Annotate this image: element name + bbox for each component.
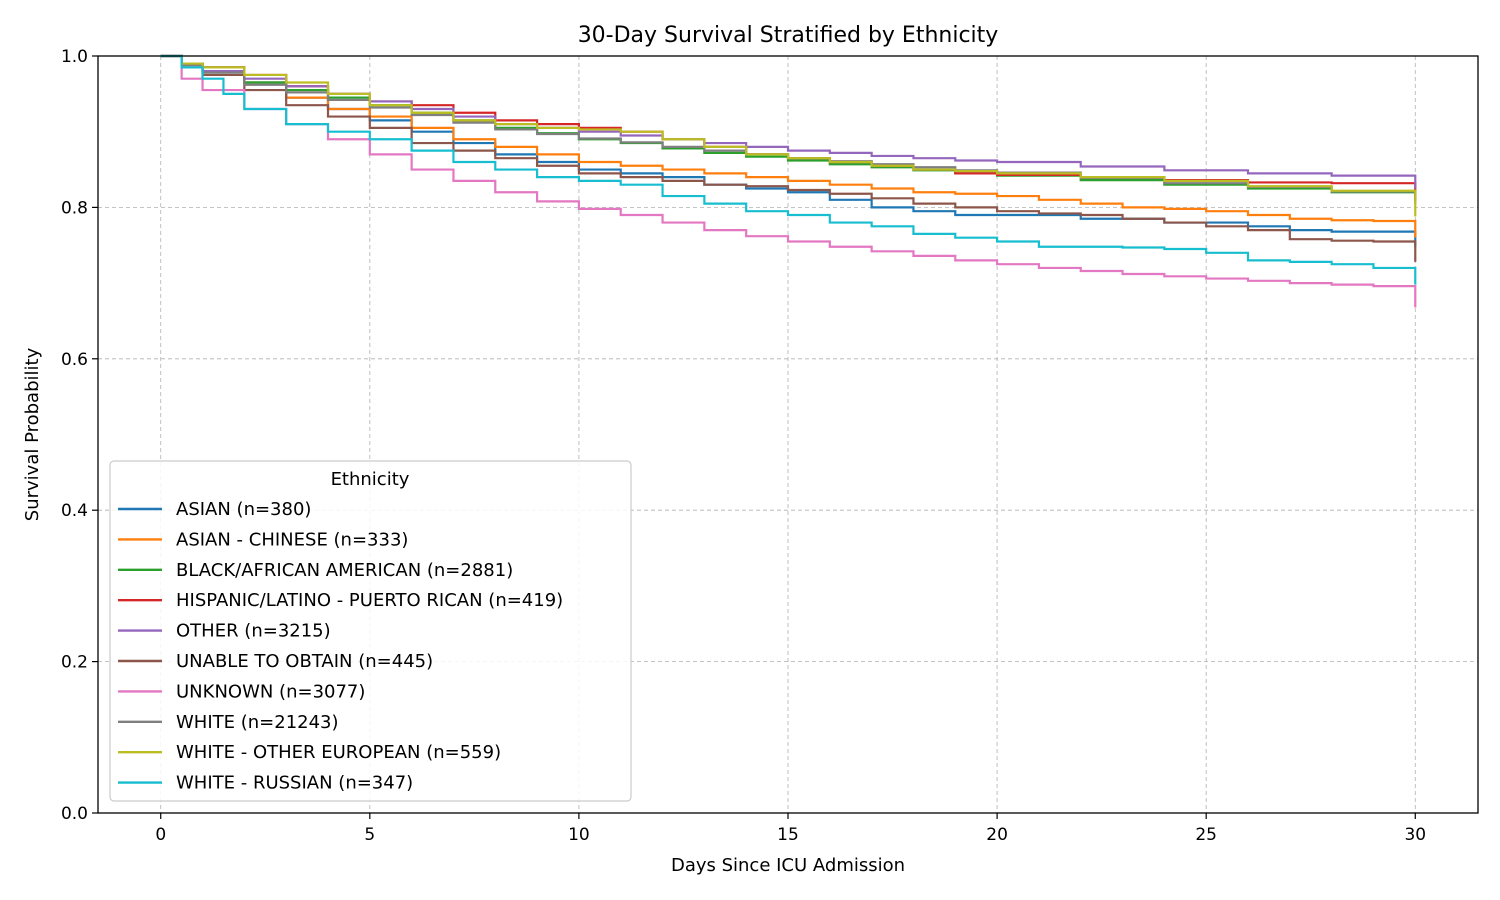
- y-tick-label: 1.0: [61, 47, 88, 67]
- y-tick-label: 0.6: [61, 350, 88, 370]
- legend-entry: HISPANIC/LATINO - PUERTO RICAN (n=419): [176, 590, 563, 611]
- series-line-6: [160, 54, 1417, 308]
- legend-entry: ASIAN - CHINESE (n=333): [176, 529, 408, 550]
- x-axis-label: Days Since ICU Admission: [671, 855, 905, 876]
- x-tick-label: 20: [986, 825, 1008, 845]
- series-line-8: [160, 54, 1417, 217]
- chart-title: 30-Day Survival Stratified by Ethnicity: [578, 23, 999, 48]
- series-line-1: [160, 54, 1417, 238]
- y-tick-label: 0.8: [61, 198, 88, 218]
- legend-box: [109, 460, 632, 802]
- series-line-5: [160, 54, 1417, 262]
- y-axis-label: Survival Probability: [22, 347, 43, 521]
- legend-items: ASIAN (n=380) ASIAN - CHINESE (n=333) BLAC…: [118, 499, 563, 794]
- legend: Ethnicity ASIAN (n=380) ASIAN - CHINESE (…: [109, 460, 632, 802]
- y-tick-label: 0.4: [61, 501, 88, 521]
- legend-entry: OTHER (n=3215): [176, 621, 331, 642]
- x-tick-label: 5: [364, 825, 375, 845]
- series-line-2: [160, 54, 1417, 200]
- x-tick-label: 15: [777, 825, 799, 845]
- x-tick-label: 25: [1195, 825, 1217, 845]
- x-tick-label: 10: [568, 825, 590, 845]
- legend-entry: BLACK/AFRICAN AMERICAN (n=2881): [176, 560, 513, 581]
- x-tick-label: 30: [1404, 825, 1426, 845]
- legend-entry: WHITE (n=21243): [176, 712, 339, 733]
- series-line-9: [160, 54, 1417, 285]
- legend-entry: WHITE - RUSSIAN (n=347): [176, 773, 413, 794]
- axis-ticks: 0 5 10 15 20 25 30 0.0 0.2 0.4 0.6 0.8 1.0: [61, 47, 1426, 845]
- y-tick-label: 0.0: [61, 804, 88, 824]
- legend-entry: UNKNOWN (n=3077): [176, 681, 365, 702]
- legend-entry: ASIAN (n=380): [176, 499, 311, 520]
- legend-entry: UNABLE TO OBTAIN (n=445): [176, 651, 433, 672]
- y-tick-label: 0.2: [61, 653, 88, 673]
- x-tick-label: 0: [155, 825, 166, 845]
- series-lines: [160, 54, 1417, 308]
- legend-title: Ethnicity: [331, 469, 410, 490]
- legend-entry: WHITE - OTHER EUROPEAN (n=559): [176, 742, 501, 763]
